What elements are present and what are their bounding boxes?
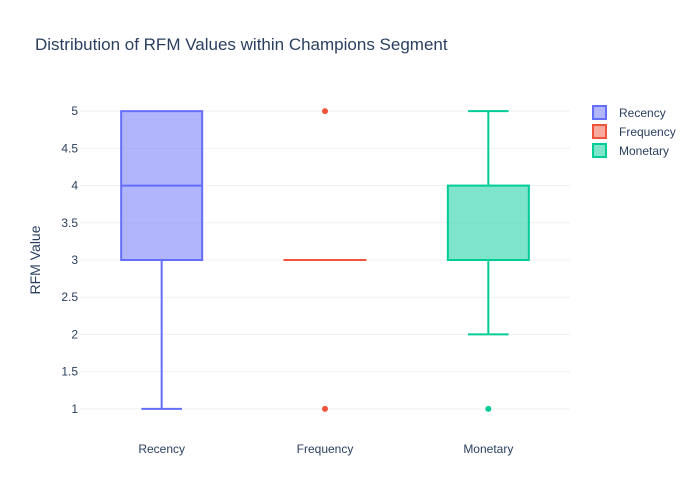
y-tick-label: 1 <box>71 402 78 416</box>
legend-label: Recency <box>619 106 666 120</box>
y-tick-label: 1.5 <box>61 365 78 379</box>
legend[interactable]: Recency Frequency Monetary <box>592 105 676 158</box>
y-tick-label: 3.5 <box>61 216 78 230</box>
outlier-point[interactable] <box>322 108 328 115</box>
y-tick-label: 2 <box>71 327 78 341</box>
y-tick-label: 3 <box>71 253 78 267</box>
legend-swatch <box>592 124 607 139</box>
legend-label: Frequency <box>619 125 676 139</box>
legend-item-recency[interactable]: Recency <box>592 105 666 120</box>
x-tick-label: Monetary <box>463 442 513 456</box>
legend-item-frequency[interactable]: Frequency <box>592 124 676 139</box>
chart-title: Distribution of RFM Values within Champi… <box>35 35 448 54</box>
y-tick-label: 4.5 <box>61 141 78 155</box>
y-axis-label: RFM Value <box>27 225 43 294</box>
legend-item-monetary[interactable]: Monetary <box>592 143 669 158</box>
x-tick-label: Recency <box>138 442 185 456</box>
box-frequency[interactable] <box>283 108 367 412</box>
box-monetary[interactable] <box>446 110 530 412</box>
box-body <box>446 184 530 261</box>
legend-label: Monetary <box>619 144 669 158</box>
legend-swatch <box>592 143 607 158</box>
outlier-point[interactable] <box>322 405 328 412</box>
outlier-point[interactable] <box>485 405 492 412</box>
x-tick-label: Frequency <box>297 442 354 456</box>
y-axis-ticks: 1 1.5 2 2.5 3 3.5 4 4.5 5 <box>61 104 78 416</box>
box-recency[interactable] <box>120 110 204 410</box>
y-tick-label: 2.5 <box>61 290 78 304</box>
legend-swatch <box>592 105 607 120</box>
x-axis-ticks: Recency Frequency Monetary <box>138 442 513 456</box>
box-series <box>120 108 530 412</box>
y-tick-label: 5 <box>71 104 78 118</box>
y-tick-label: 4 <box>71 179 78 193</box>
